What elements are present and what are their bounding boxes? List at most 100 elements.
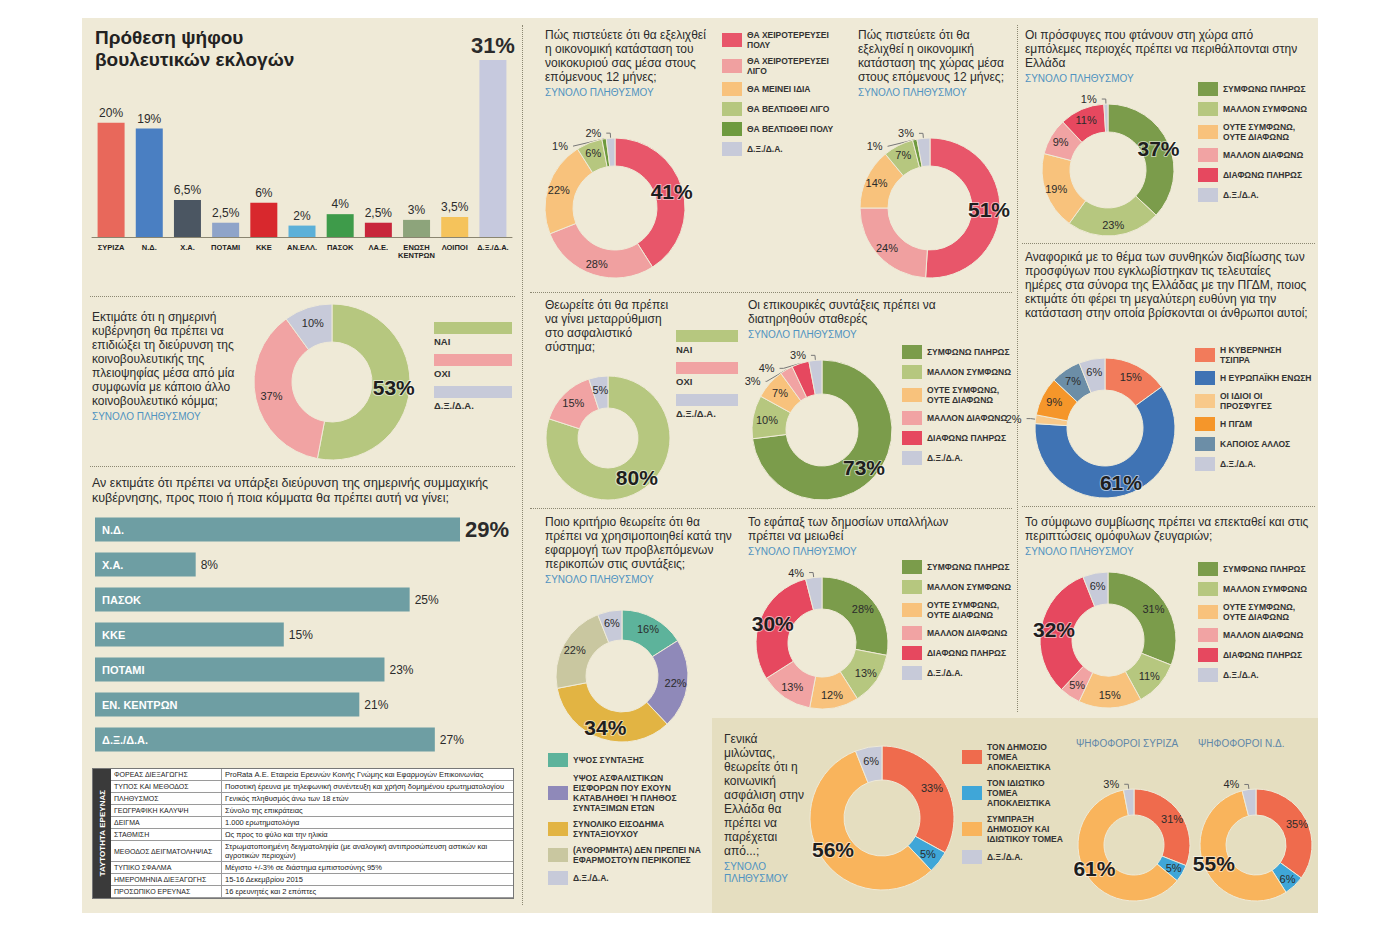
svg-text:2%: 2% (585, 127, 601, 139)
svg-text:51%: 51% (968, 198, 1010, 221)
svg-text:16%: 16% (637, 623, 659, 635)
svg-text:15%: 15% (562, 397, 584, 409)
svg-text:ΠΑΣΟΚ: ΠΑΣΟΚ (102, 594, 141, 606)
svg-text:3%: 3% (898, 127, 914, 139)
svg-text:80%: 80% (616, 466, 658, 489)
svg-text:ΛΑ.Ε.: ΛΑ.Ε. (369, 243, 389, 252)
svg-text:Δ.Ξ./Δ.Α.: Δ.Ξ./Δ.Α. (102, 734, 148, 746)
svg-text:53%: 53% (373, 376, 415, 399)
svg-text:32%: 32% (1033, 618, 1075, 641)
svg-text:61%: 61% (1073, 857, 1115, 880)
svg-text:ΣΥΡΙΖΑ: ΣΥΡΙΖΑ (98, 243, 125, 252)
svg-text:5%: 5% (592, 384, 608, 396)
svg-text:ΠΑΣΟΚ: ΠΑΣΟΚ (327, 243, 354, 252)
svg-text:6,5%: 6,5% (174, 183, 202, 197)
svg-text:7%: 7% (1065, 375, 1081, 387)
svg-text:Δ.Ξ./Δ.Α.: Δ.Ξ./Δ.Α. (477, 243, 508, 252)
svg-text:20%: 20% (99, 106, 123, 120)
svg-text:34%: 34% (584, 716, 626, 739)
svg-text:25%: 25% (415, 593, 439, 607)
svg-text:6%: 6% (585, 147, 601, 159)
svg-text:13%: 13% (855, 667, 877, 679)
svg-text:27%: 27% (440, 733, 464, 747)
svg-text:2%: 2% (293, 209, 311, 223)
svg-text:12%: 12% (821, 689, 843, 701)
svg-text:31%: 31% (1161, 813, 1183, 825)
svg-text:ΑΝ.ΕΛΛ.: ΑΝ.ΕΛΛ. (287, 243, 317, 252)
svg-text:9%: 9% (1053, 136, 1069, 148)
svg-text:5%: 5% (1069, 679, 1085, 691)
svg-text:30%: 30% (752, 612, 794, 635)
svg-text:73%: 73% (843, 456, 885, 479)
svg-text:6%: 6% (604, 617, 620, 629)
svg-text:Χ.Α.: Χ.Α. (180, 243, 195, 252)
svg-text:3,5%: 3,5% (441, 200, 469, 214)
svg-text:4%: 4% (759, 362, 775, 374)
svg-text:7%: 7% (772, 387, 788, 399)
svg-text:19%: 19% (1045, 183, 1067, 195)
svg-text:2,5%: 2,5% (365, 206, 393, 220)
svg-text:28%: 28% (586, 258, 608, 270)
svg-text:19%: 19% (137, 112, 161, 126)
svg-text:15%: 15% (1120, 371, 1142, 383)
svg-text:6%: 6% (1090, 580, 1106, 592)
svg-text:5%: 5% (920, 848, 936, 860)
svg-text:15%: 15% (1099, 689, 1121, 701)
svg-text:Χ.Α.: Χ.Α. (102, 559, 123, 571)
svg-text:ΠΟΤΑΜΙ: ΠΟΤΑΜΙ (211, 243, 240, 252)
svg-text:ΚΕΝΤΡΩΝ: ΚΕΝΤΡΩΝ (398, 251, 435, 260)
svg-text:8%: 8% (201, 558, 219, 572)
svg-text:6%: 6% (863, 755, 879, 767)
svg-text:1%: 1% (867, 140, 883, 152)
svg-text:1%: 1% (552, 140, 568, 152)
svg-text:37%: 37% (260, 390, 282, 402)
svg-text:56%: 56% (812, 838, 854, 861)
svg-text:61%: 61% (1100, 471, 1142, 494)
svg-text:28%: 28% (852, 603, 874, 615)
svg-text:3%: 3% (745, 375, 761, 387)
svg-text:4%: 4% (1223, 778, 1239, 790)
svg-text:ΕΝ. ΚΕΝΤΡΩΝ: ΕΝ. ΚΕΝΤΡΩΝ (102, 699, 177, 711)
svg-text:22%: 22% (665, 677, 687, 689)
svg-text:37%: 37% (1137, 137, 1179, 160)
svg-text:3%: 3% (790, 349, 806, 361)
svg-text:35%: 35% (1286, 818, 1308, 830)
svg-text:7%: 7% (895, 149, 911, 161)
svg-text:23%: 23% (1102, 219, 1124, 231)
svg-text:22%: 22% (564, 644, 586, 656)
svg-text:31%: 31% (471, 33, 515, 58)
svg-text:ΛΟΙΠΟΙ: ΛΟΙΠΟΙ (442, 243, 468, 252)
svg-text:55%: 55% (1193, 852, 1235, 875)
svg-text:31%: 31% (1142, 603, 1164, 615)
svg-text:ΚΚΕ: ΚΚΕ (256, 243, 272, 252)
svg-text:4%: 4% (788, 567, 804, 579)
svg-text:3%: 3% (1103, 778, 1119, 790)
svg-text:6%: 6% (1086, 366, 1102, 378)
svg-text:14%: 14% (866, 177, 888, 189)
svg-text:Ν.Δ.: Ν.Δ. (142, 243, 157, 252)
svg-text:29%: 29% (465, 517, 509, 542)
svg-text:11%: 11% (1139, 670, 1160, 682)
svg-text:1%: 1% (1081, 93, 1097, 105)
svg-text:10%: 10% (302, 317, 324, 329)
svg-text:4%: 4% (332, 197, 350, 211)
svg-text:41%: 41% (651, 180, 693, 203)
svg-text:9%: 9% (1046, 396, 1062, 408)
svg-text:11%: 11% (1076, 114, 1097, 126)
svg-text:2%: 2% (1006, 413, 1022, 425)
svg-text:Ν.Δ.: Ν.Δ. (102, 524, 124, 536)
svg-text:23%: 23% (389, 663, 413, 677)
svg-text:15%: 15% (289, 628, 313, 642)
svg-text:21%: 21% (364, 698, 388, 712)
svg-text:3%: 3% (408, 203, 426, 217)
svg-text:ΠΟΤΑΜΙ: ΠΟΤΑΜΙ (102, 664, 145, 676)
svg-text:2,5%: 2,5% (212, 206, 240, 220)
svg-text:ΚΚΕ: ΚΚΕ (102, 629, 125, 641)
svg-text:6%: 6% (255, 186, 273, 200)
svg-text:10%: 10% (756, 414, 778, 426)
svg-text:24%: 24% (876, 242, 898, 254)
svg-text:5%: 5% (1166, 862, 1182, 874)
svg-text:13%: 13% (781, 681, 803, 693)
svg-text:22%: 22% (548, 184, 570, 196)
svg-text:6%: 6% (1280, 873, 1296, 885)
